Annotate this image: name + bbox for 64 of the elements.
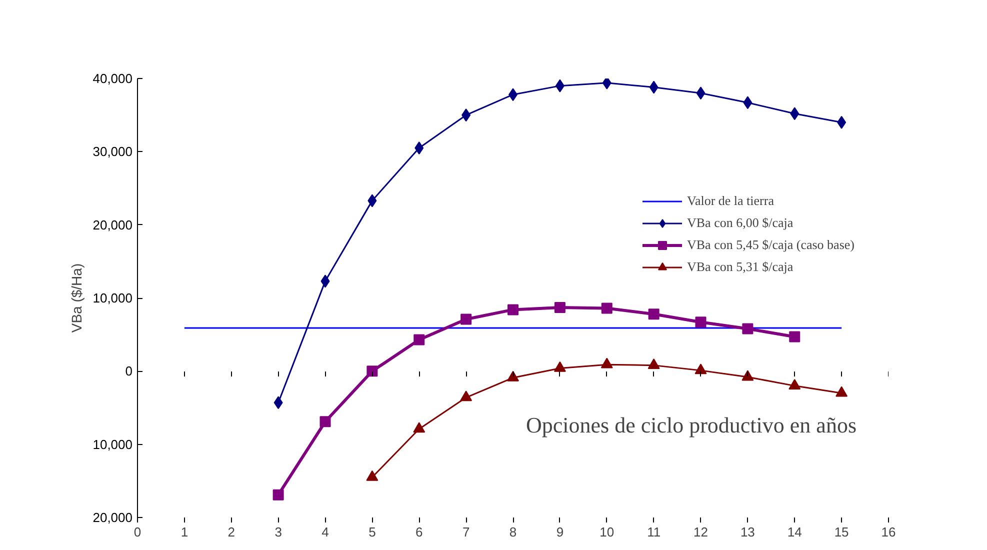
y-tick-label: 20,000 [92,510,133,525]
x-tick-label: 11 [647,524,661,540]
point [508,304,518,316]
legend-label: VBa con 5,45 $/caja (caso base) [687,237,854,253]
x-tick-label: 15 [834,524,849,540]
y-tick-label: 20,000 [92,217,133,232]
legend-label: VBa con 5,31 $/caja [687,259,794,275]
x-tick-label: 12 [694,524,708,540]
x-tick-label: 5 [368,524,376,540]
point [414,142,424,155]
y-tick-label: 10,000 [92,290,133,306]
point [507,370,519,382]
point [788,378,801,390]
point [366,366,378,377]
point [555,79,564,92]
point [696,86,706,100]
point [648,308,660,320]
point [836,386,848,397]
point [368,194,377,208]
x-tick-label: 6 [416,524,423,540]
point [694,364,707,374]
point [460,390,472,402]
x-tick-label: 7 [462,524,470,540]
x-tick-label: 16 [881,524,896,540]
x-tick-label: 14 [787,524,802,540]
point [649,80,658,94]
point [320,274,330,288]
point [272,489,284,500]
point [742,370,754,381]
x-tick-label: 13 [740,524,755,540]
point [600,358,613,368]
point [460,314,472,325]
x-tick-label: 3 [274,524,282,540]
point [601,302,612,314]
point [602,78,612,90]
x-tick-label: 10 [600,524,614,540]
point [837,116,846,129]
y-tick-label: 40,000 [92,71,133,86]
point [743,96,752,110]
legend-label: Valor de la tierra [687,193,774,209]
y-tick-label: 30,000 [92,144,133,160]
point [414,334,425,346]
point [789,331,800,342]
point [320,416,331,428]
x-tick-label: 8 [509,524,517,540]
point [742,323,754,334]
point [462,108,471,122]
x-tick-label: 1 [180,524,188,540]
point [695,316,706,328]
point [554,361,566,372]
x-axis-title: Opciones de ciclo productivo en años [526,412,856,438]
y-axis-title: VBa ($/Ha) [68,263,85,333]
x-tick-label: 2 [228,524,235,540]
legend-label: VBa con 6,00 $/caja [687,215,794,231]
y-tick-label: 10,000 [92,436,133,452]
x-tick-label: 9 [556,524,564,540]
point [554,302,566,314]
point [790,107,800,120]
point [366,470,378,481]
point [274,396,283,410]
x-tick-label: 4 [322,524,329,540]
y-tick-label: 0 [125,364,133,379]
point [648,358,660,369]
point [413,422,426,433]
